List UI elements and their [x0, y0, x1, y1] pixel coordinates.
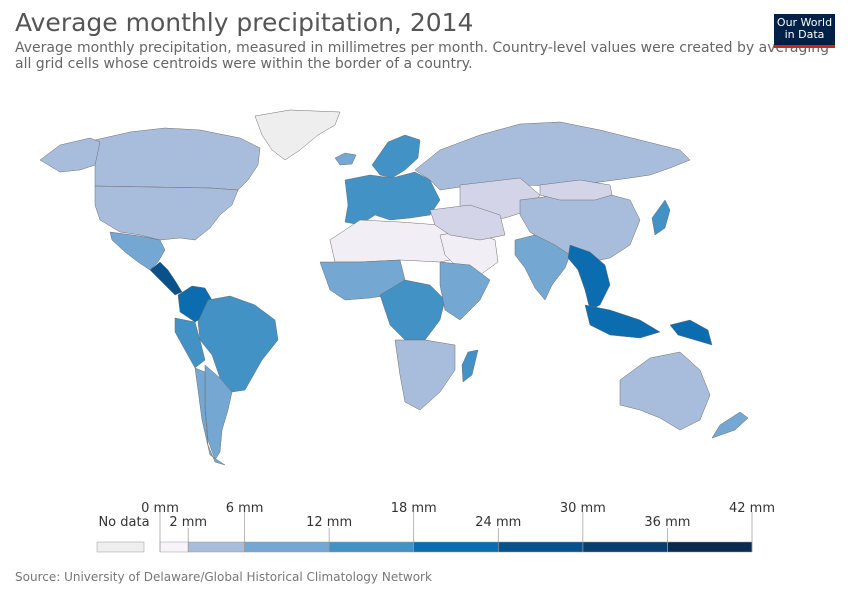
map-region-japan[interactable]: Japan: [651, 199, 671, 236]
owid-logo[interactable]: Our World in Data: [774, 14, 835, 48]
map-region-new-zealand[interactable]: New Zealand: [711, 411, 749, 439]
map-region-east-africa[interactable]: East Africa: [439, 261, 491, 321]
map-region-madagascar[interactable]: Madagascar: [461, 349, 479, 383]
legend-tick-label-upper-0: 0 mm: [141, 501, 179, 516]
map-region-canada[interactable]: Canada: [94, 127, 261, 191]
map-region-alaska[interactable]: Alaska: [39, 137, 101, 173]
logo-line-1: Our World: [776, 16, 833, 29]
legend-no-data-label: No data: [98, 515, 149, 530]
legend-tick-label-lower-0: 2 mm: [169, 515, 207, 530]
legend-bin-7[interactable]: [667, 541, 753, 553]
map-region-chile[interactable]: Chile: [194, 367, 226, 466]
map-region-russia[interactable]: Russia: [414, 121, 691, 191]
legend-bin-1[interactable]: [187, 541, 245, 553]
map-region-central-america[interactable]: Central America: [149, 261, 183, 296]
world-map: Greenland Canada United States Alaska Me…: [39, 109, 749, 466]
legend-tick-label-upper-4: 42 mm: [729, 501, 775, 516]
legend-bin-0[interactable]: [159, 541, 189, 553]
map-region-central-africa[interactable]: Central Africa: [379, 279, 446, 341]
map-region-greenland[interactable]: Greenland: [254, 109, 341, 161]
map-region-united-states[interactable]: United States: [94, 185, 239, 241]
legend-tick-label-lower-1: 12 mm: [306, 515, 352, 530]
legend-tick-label-lower-3: 36 mm: [644, 515, 690, 530]
source-note: Source: University of Delaware/Global Hi…: [15, 570, 432, 584]
map-region-middle-east[interactable]: Middle East: [429, 204, 506, 241]
map-region-scandinavia[interactable]: Scandinavia: [371, 134, 421, 179]
legend-bin-2[interactable]: [244, 541, 330, 553]
legend-tick-label-lower-2: 24 mm: [475, 515, 521, 530]
legend-tick-label-upper-2: 18 mm: [391, 501, 437, 516]
legend-bin-3[interactable]: [328, 541, 414, 553]
map-region-australia[interactable]: Australia: [619, 351, 711, 431]
legend-bin-6[interactable]: [582, 541, 668, 553]
map-region-mongolia[interactable]: Mongolia: [539, 179, 613, 201]
map-region-europe[interactable]: Europe: [344, 171, 441, 226]
legend-bin-5[interactable]: [498, 541, 584, 553]
map-region-india[interactable]: India: [514, 234, 571, 301]
map-region-papua-new-guinea[interactable]: Papua New Guinea: [669, 319, 713, 346]
logo-line-2: in Data: [784, 28, 825, 41]
legend-tick-label-upper-1: 6 mm: [226, 501, 264, 516]
chart-title: Average monthly precipitation, 2014: [15, 8, 474, 37]
legend-tick-label-upper-3: 30 mm: [560, 501, 606, 516]
map-region-mexico[interactable]: Mexico: [109, 231, 166, 271]
map-region-indonesia[interactable]: Indonesia: [584, 304, 661, 339]
map-region-southern-africa[interactable]: Southern Africa: [394, 339, 456, 411]
map-region-iceland[interactable]: Iceland: [334, 152, 357, 166]
chart-subtitle: Average monthly precipitation, measured …: [15, 40, 829, 72]
map-region-peru[interactable]: Peru: [174, 317, 206, 369]
map-region-argentina[interactable]: Argentina: [204, 364, 233, 461]
legend-no-data-swatch[interactable]: [96, 541, 145, 553]
legend-bin-4[interactable]: [413, 541, 499, 553]
